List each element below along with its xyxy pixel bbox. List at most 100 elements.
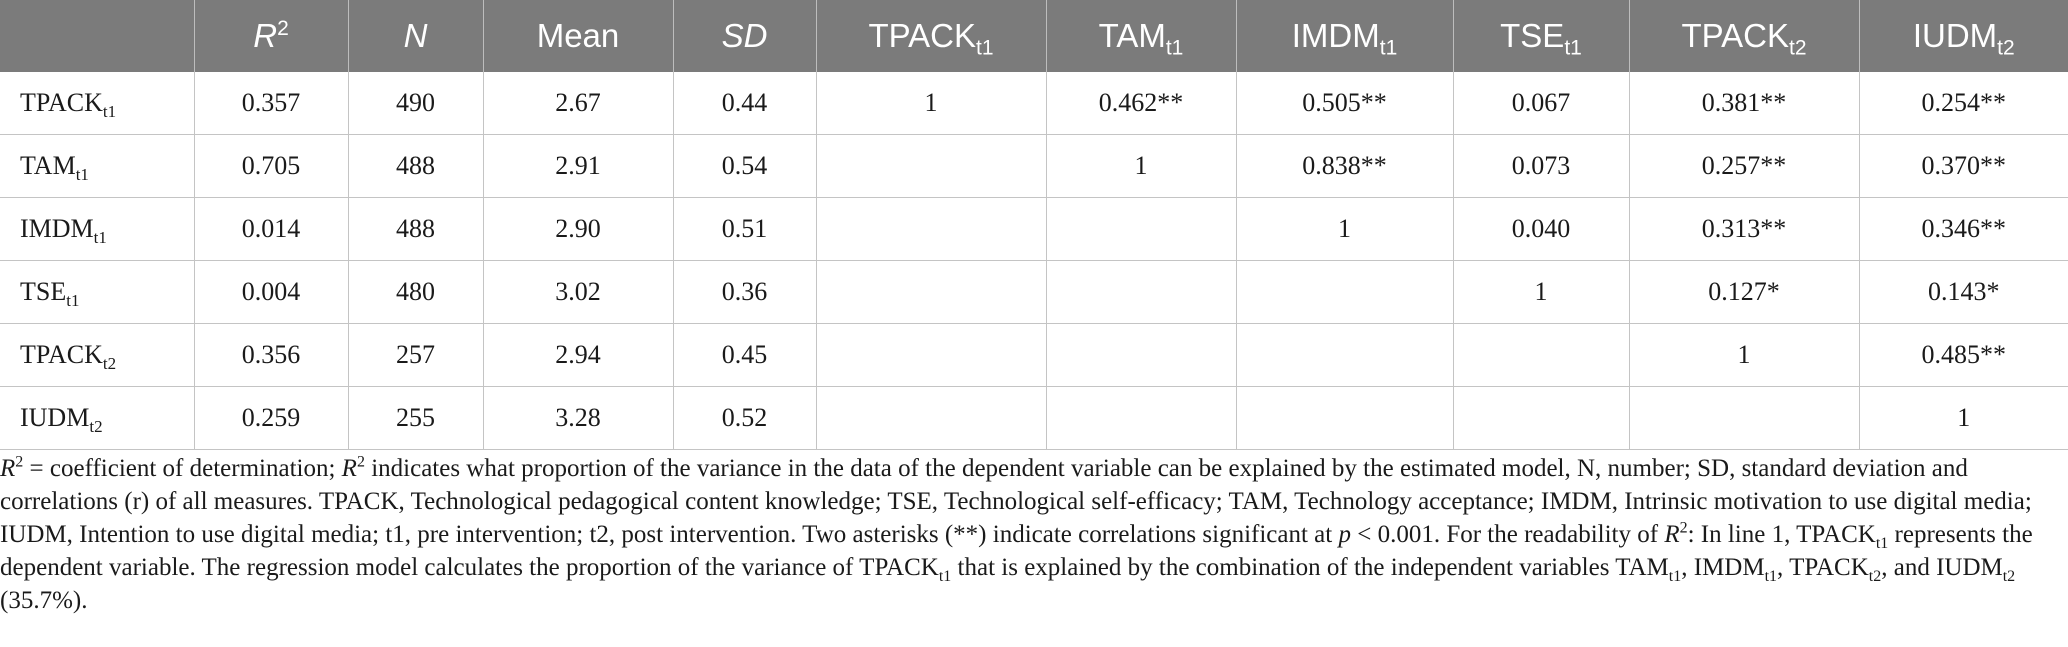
cell-mean: 2.90: [483, 197, 674, 261]
footnote-subscript: t2: [2002, 568, 2016, 585]
cell-r2: 0.356: [194, 323, 349, 387]
cell-correlation: 0.485**: [1859, 323, 2068, 387]
cell-r2: 0.357: [194, 72, 349, 135]
footnote-text: = coefficient of determination;: [23, 455, 342, 482]
header-row: R2 N Mean SD TPACKt1 TAMt1 IMDMt1 TSEt1 TPACKt2 I…: [0, 0, 2068, 72]
cell-mean: 2.94: [483, 323, 674, 387]
cell-correlation: [1236, 260, 1454, 324]
header-cell: Mean: [483, 0, 674, 72]
table-row: IMDMt1 0.014 488 2.90 0.51 1 0.040 0.313** 0.346…: [0, 197, 2068, 261]
cell-correlation: 0.127*: [1629, 260, 1860, 324]
cell-r2: 0.705: [194, 134, 349, 198]
cell-correlation: 0.040: [1453, 197, 1630, 261]
cell-mean: 2.67: [483, 72, 674, 135]
header-cell: TPACKt2: [1629, 0, 1860, 72]
header-label: Mean: [536, 17, 620, 54]
cell-sd: 0.44: [673, 72, 817, 135]
cell-correlation: [1046, 260, 1237, 324]
cell-n: 488: [348, 134, 484, 198]
cell-correlation: 0.346**: [1859, 197, 2068, 261]
footnote-r-superscript: 2: [15, 453, 24, 471]
footnote-subscript: t1: [938, 568, 952, 585]
cell-mean: 3.28: [483, 386, 674, 450]
footnote-r-symbol: R: [1664, 521, 1680, 548]
cell-correlation: 0.257**: [1629, 134, 1860, 198]
row-label: IMDMt1: [0, 197, 195, 261]
row-label: TPACKt2: [0, 323, 195, 387]
table-row: IUDMt2 0.259 255 3.28 0.52 1: [0, 386, 2068, 450]
header-cell: TSEt1: [1453, 0, 1630, 72]
cell-correlation: 1: [1046, 134, 1237, 198]
row-label-name: TPACK: [20, 340, 103, 369]
row-label: TAMt1: [0, 134, 195, 198]
header-label: N: [403, 17, 428, 54]
cell-r2: 0.014: [194, 197, 349, 261]
footnote-text: : In line 1, TPACK: [1687, 521, 1876, 548]
row-label-subscript: t2: [89, 417, 103, 437]
row-label-subscript: t1: [66, 291, 80, 311]
header-subscript: t2: [1789, 36, 1807, 60]
header-label: SD: [721, 17, 768, 54]
table-body: TPACKt1 0.357 490 2.67 0.44 1 0.462** 0.505** 0.…: [0, 72, 2068, 450]
header-subscript: t1: [976, 36, 994, 60]
header-cell: TPACKt1: [816, 0, 1047, 72]
table-row: TPACKt1 0.357 490 2.67 0.44 1 0.462** 0.505** 0.…: [0, 72, 2068, 135]
footnote-r-symbol: R: [0, 455, 16, 482]
cell-correlation: 1: [816, 72, 1047, 135]
header-subscript: t1: [1379, 36, 1398, 60]
cell-correlation: [1046, 323, 1237, 387]
row-label-subscript: t1: [75, 165, 89, 185]
header-label: TPACK: [868, 17, 977, 54]
cell-correlation: [816, 260, 1047, 324]
footnote-r-superscript: 2: [1679, 519, 1688, 537]
cell-correlation: 0.370**: [1859, 134, 2068, 198]
cell-correlation: [1629, 386, 1860, 450]
row-label-name: TPACK: [20, 88, 103, 117]
cell-correlation: [1046, 386, 1237, 450]
cell-correlation: 1: [1236, 197, 1454, 261]
footnote-subscript: t1: [1764, 568, 1778, 585]
cell-correlation: [816, 134, 1047, 198]
header-superscript: 2: [277, 17, 289, 40]
footnote-subscript: t1: [1668, 568, 1682, 585]
row-label-name: TAM: [20, 151, 76, 180]
footnote-text: , and IUDM: [1881, 554, 2003, 581]
cell-n: 490: [348, 72, 484, 135]
cell-sd: 0.36: [673, 260, 817, 324]
cell-correlation: 0.067: [1453, 72, 1630, 135]
cell-correlation: [1453, 323, 1630, 387]
cell-correlation: [1046, 197, 1237, 261]
cell-correlation: [1453, 386, 1630, 450]
header-label: TAM: [1098, 17, 1166, 54]
header-label: R: [253, 17, 278, 54]
header-label: TPACK: [1681, 17, 1790, 54]
cell-correlation: 0.254**: [1859, 72, 2068, 135]
row-label: IUDMt2: [0, 386, 195, 450]
cell-correlation: 0.838**: [1236, 134, 1454, 198]
header-cell-blank: [0, 0, 195, 72]
header-label: IUDM: [1912, 17, 1998, 54]
header-cell: IMDMt1: [1236, 0, 1454, 72]
table-footnote: R2 = coefficient of determination; R2 in…: [0, 452, 2050, 617]
footnote-text: (35.7%).: [0, 587, 88, 614]
header-subscript: t1: [1564, 36, 1582, 60]
footnote-text: that is explained by the combination of …: [951, 554, 1669, 581]
cell-correlation: [1236, 323, 1454, 387]
table-header: R2 N Mean SD TPACKt1 TAMt1 IMDMt1 TSEt1 TPACKt2 I…: [0, 0, 2068, 72]
row-label-name: IUDM: [20, 403, 90, 432]
table-row: TPACKt2 0.356 257 2.94 0.45 1 0.485**: [0, 323, 2068, 387]
cell-correlation: [816, 386, 1047, 450]
cell-correlation: [1236, 386, 1454, 450]
row-label-name: IMDM: [20, 214, 94, 243]
cell-n: 488: [348, 197, 484, 261]
cell-correlation: 0.313**: [1629, 197, 1860, 261]
header-label: IMDM: [1291, 17, 1380, 54]
cell-n: 480: [348, 260, 484, 324]
cell-correlation: 0.381**: [1629, 72, 1860, 135]
correlation-table-figure: R2 N Mean SD TPACKt1 TAMt1 IMDMt1 TSEt1 TPACKt2 I…: [0, 0, 2068, 450]
footnote-r-superscript: 2: [356, 453, 365, 471]
cell-correlation: 0.505**: [1236, 72, 1454, 135]
cell-correlation: 1: [1859, 386, 2068, 450]
header-cell: N: [348, 0, 484, 72]
header-cell: TAMt1: [1046, 0, 1237, 72]
